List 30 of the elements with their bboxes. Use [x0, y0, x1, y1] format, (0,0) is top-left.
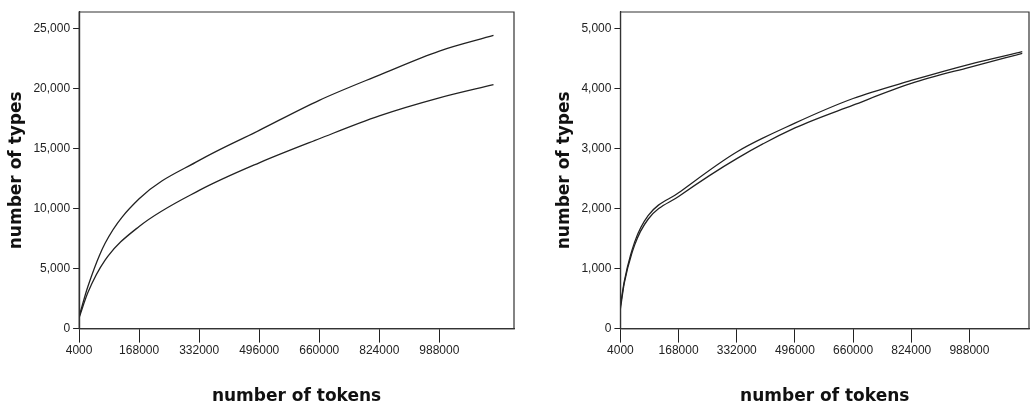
y-tick-label: 1,000 [581, 260, 612, 275]
x-tick-label: 332000 [716, 342, 758, 357]
x-tick-label: 168000 [658, 342, 699, 357]
y-tick-label: 0 [63, 320, 71, 335]
x-axis-title: number of tokens [211, 385, 382, 406]
x-tick-label: 824000 [359, 342, 400, 357]
x-tick-label: 824000 [891, 342, 932, 357]
y-tick-label: 25,000 [33, 20, 71, 35]
x-tick-label: 496000 [774, 342, 816, 357]
y-tick-label: 5,000 [581, 20, 612, 35]
y-tick-label: 0 [604, 320, 612, 335]
x-axis-title: number of tokens [740, 385, 910, 406]
y-axis-title: number of types [4, 91, 25, 250]
y-tick-label: 2,000 [581, 200, 612, 215]
x-tick-label: 4000 [65, 342, 93, 357]
x-tick-label: 4000 [607, 342, 635, 357]
x-tick-label: 496000 [239, 342, 280, 357]
y-tick-label: 4,000 [581, 80, 612, 95]
y-axis-title: number of types [552, 91, 573, 250]
x-tick-label: 660000 [299, 342, 340, 357]
x-tick-label: 332000 [179, 342, 220, 357]
y-tick-label: 20,000 [33, 80, 71, 95]
x-tick-label: 660000 [833, 342, 874, 357]
y-tick-label: 15,000 [33, 140, 71, 155]
y-tick-label: 3,000 [581, 140, 612, 155]
y-tick-label: 5,000 [40, 260, 71, 275]
x-tick-label: 988000 [949, 342, 990, 357]
x-tick-label: 168000 [119, 342, 160, 357]
y-tick-label: 10,000 [33, 200, 71, 215]
x-tick-label: 988000 [419, 342, 460, 357]
